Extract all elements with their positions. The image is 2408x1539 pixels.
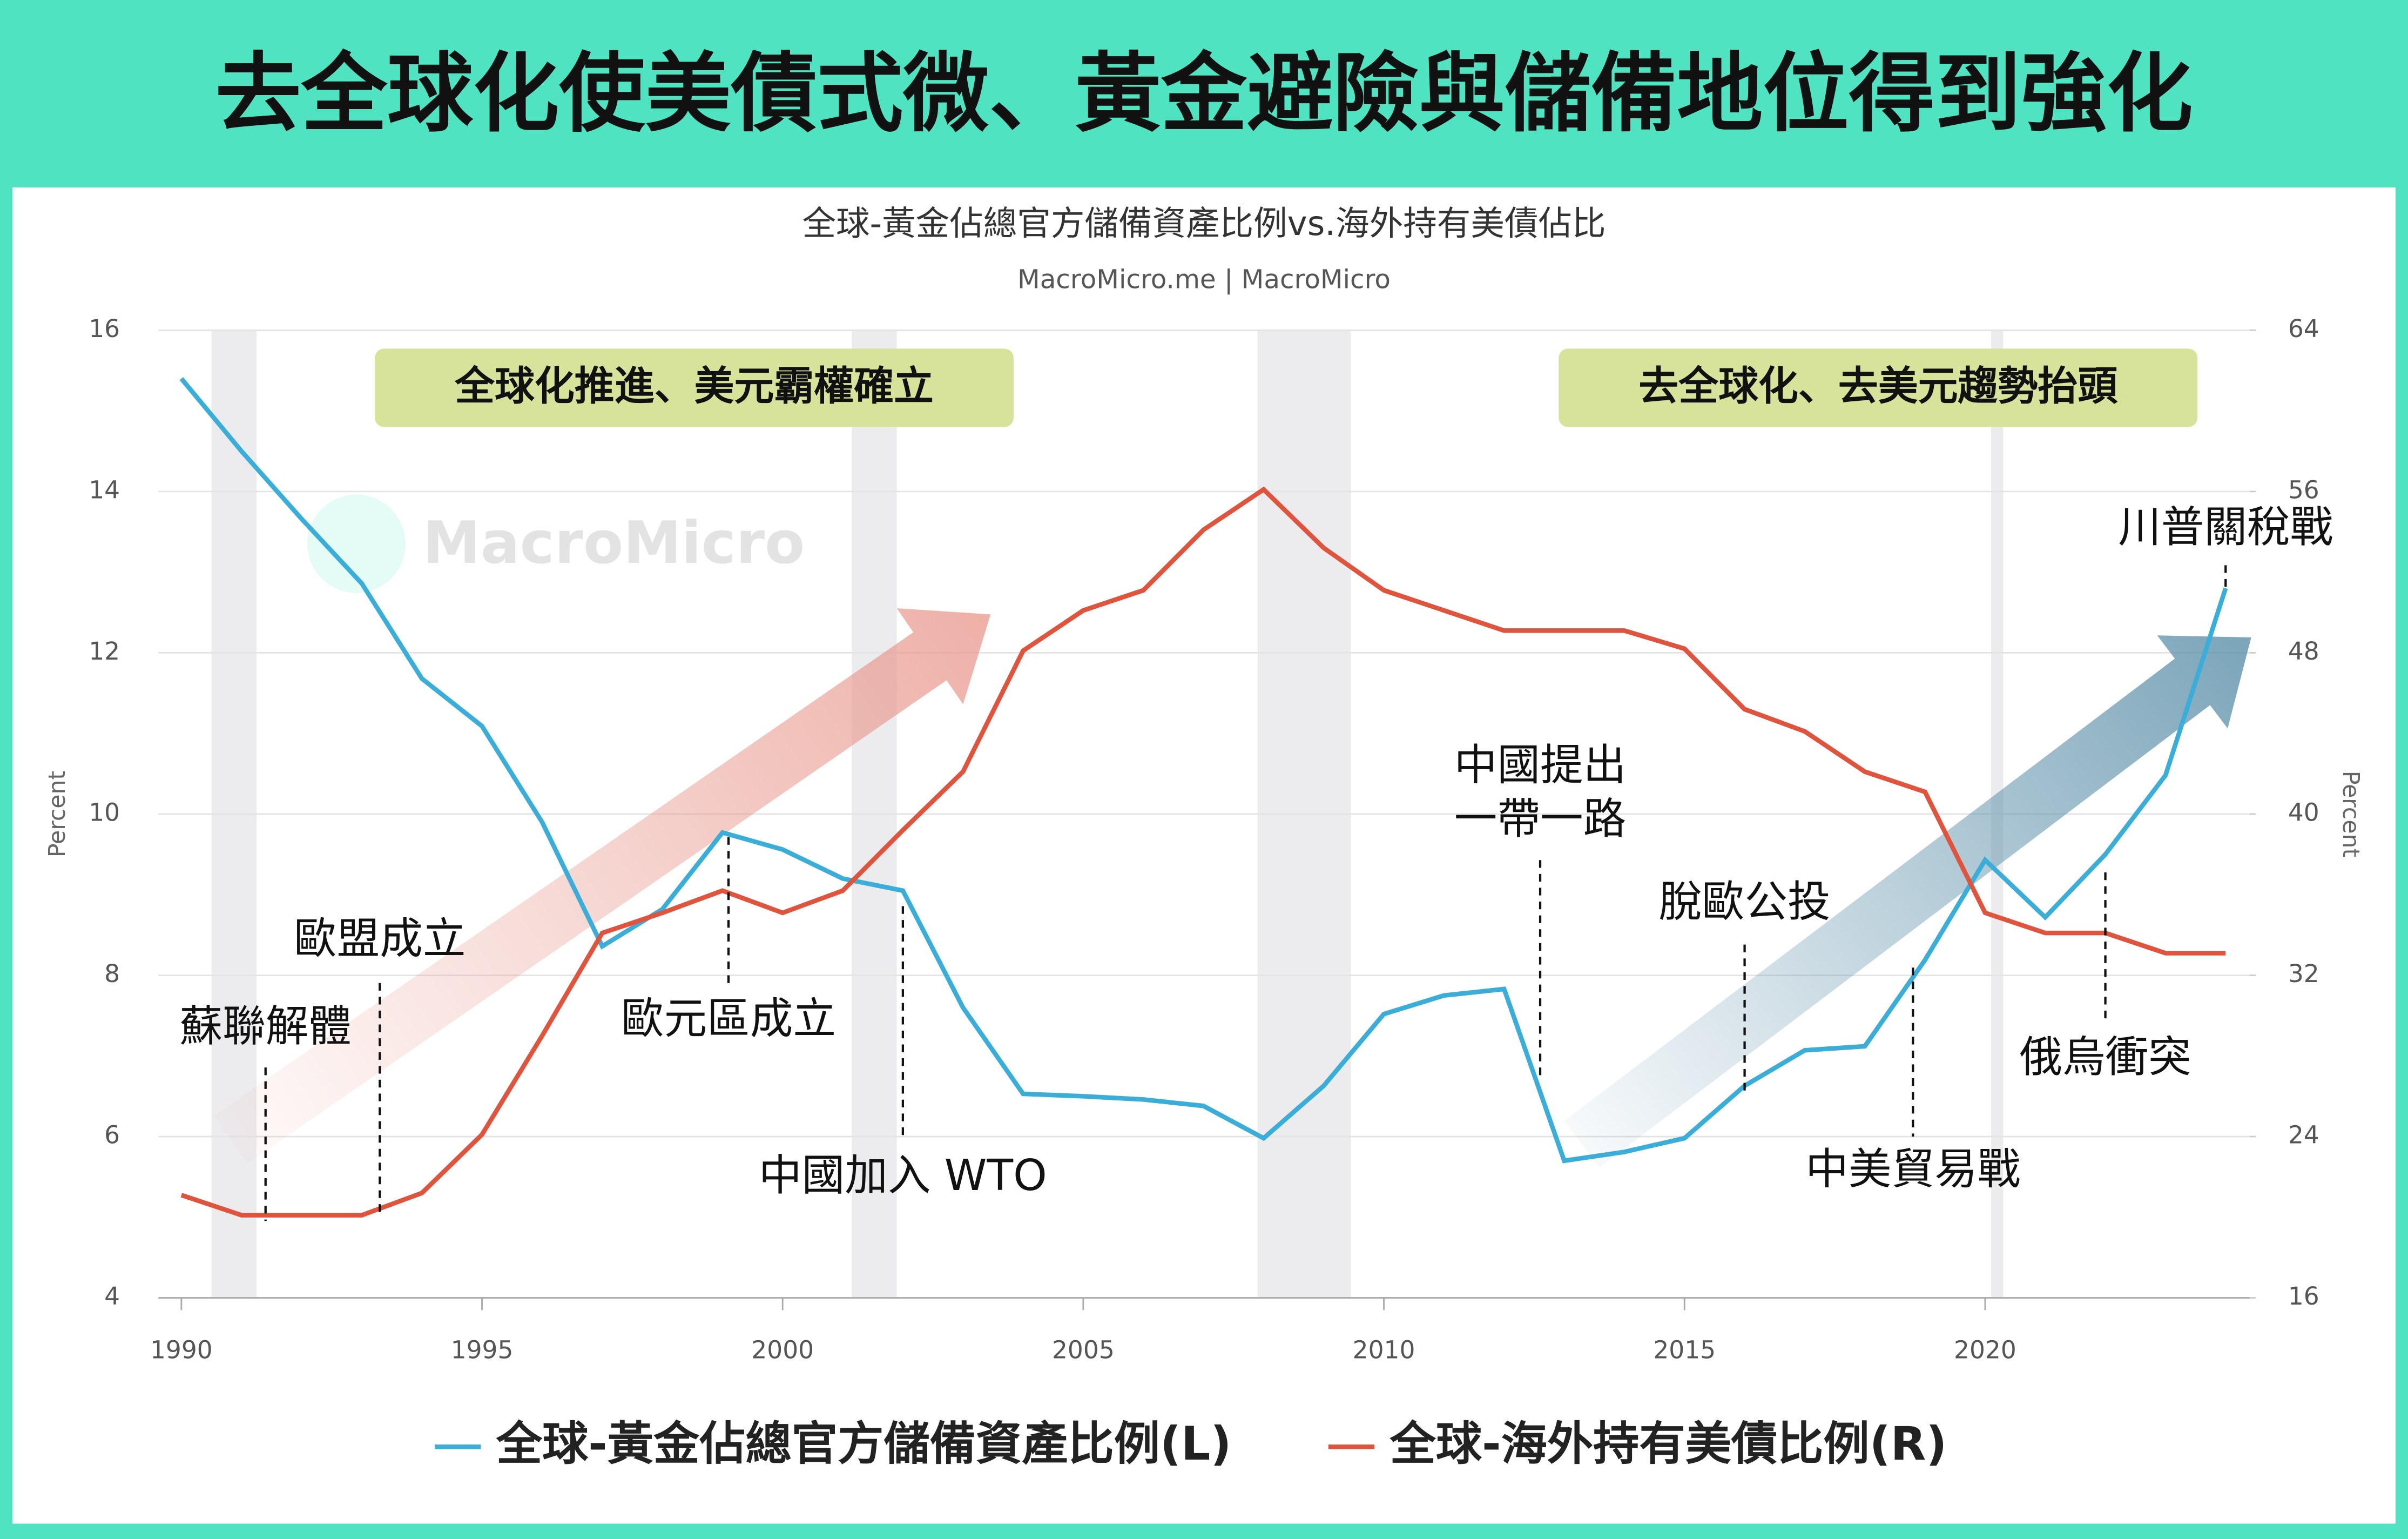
trend-arrow [1564,635,2251,1168]
series-line [179,377,2228,1164]
y2-tick-label: 56 [2288,475,2319,504]
watermark: MacroMicro [422,509,805,577]
trend-arrow-shape [214,608,991,1164]
y-tick-label: 4 [104,1282,120,1310]
trend-arrow-shape [1564,635,2251,1168]
x-tick-label: 2020 [1954,1336,2016,1365]
annotation-text: 中美貿易戰 [1805,1144,2020,1194]
series-line [180,486,2226,1218]
annotation-text: 中國加入 WTO [759,1150,1047,1200]
legend-label: 全球-海外持有美債比例(R) [1390,1417,1947,1471]
y2-axis-label: Percent [2337,771,2364,857]
annotation-text: 俄烏衝突 [2019,1032,2191,1082]
y-tick-label: 14 [89,475,120,504]
watermark-logo [307,494,406,593]
y2-tick-label: 40 [2288,798,2319,826]
y-tick-label: 8 [104,959,120,988]
x-tick-label: 2005 [1052,1336,1115,1365]
y2-tick-label: 32 [2288,959,2319,988]
x-tick-label: 2010 [1353,1336,1415,1365]
y2-tick-label: 48 [2288,637,2319,666]
y-tick-label: 10 [89,798,120,826]
trend-arrow [214,608,991,1164]
annotation-box [375,348,1014,427]
y-tick-label: 16 [89,314,120,343]
y2-tick-label: 16 [2288,1282,2319,1310]
annotation-text: 脫歐公投 [1658,877,1830,927]
y-tick-label: 6 [104,1121,120,1150]
annotation-box [1559,348,2198,427]
annotation-text: 一帶一路 [1454,794,1626,844]
annotation-text: 歐盟成立 [294,913,466,964]
annotation-box-text: 全球化推進、美元霸權確立 [454,363,934,409]
y2-tick-label: 24 [2288,1121,2319,1150]
annotation-text: 歐元區成立 [621,993,836,1044]
x-tick-label: 2000 [751,1336,814,1365]
annotation-text: 川普關稅戰 [2118,502,2333,552]
chart-subtitle: MacroMicro.me | MacroMicro [1017,264,1391,294]
y-tick-label: 12 [89,637,120,666]
x-tick-label: 2015 [1653,1336,1716,1365]
x-tick-label: 1990 [150,1336,213,1365]
x-tick-label: 1995 [451,1336,514,1365]
legend-label: 全球-黃金佔總官方儲備資產比例(L) [496,1417,1232,1471]
header-title: 去全球化使美債式微、黃金避險與儲備地位得到強化 [215,43,2193,144]
annotation-box-text: 去全球化、去美元趨勢抬頭 [1638,363,2118,409]
annotation-text: 蘇聯解體 [179,1001,351,1051]
chart-title: 全球-黃金佔總官方儲備資產比例vs.海外持有美債佔比 [802,204,1606,243]
y2-tick-label: 64 [2288,314,2319,343]
y-axis-label: Percent [44,771,71,857]
annotation-text: 中國提出 [1454,740,1626,790]
